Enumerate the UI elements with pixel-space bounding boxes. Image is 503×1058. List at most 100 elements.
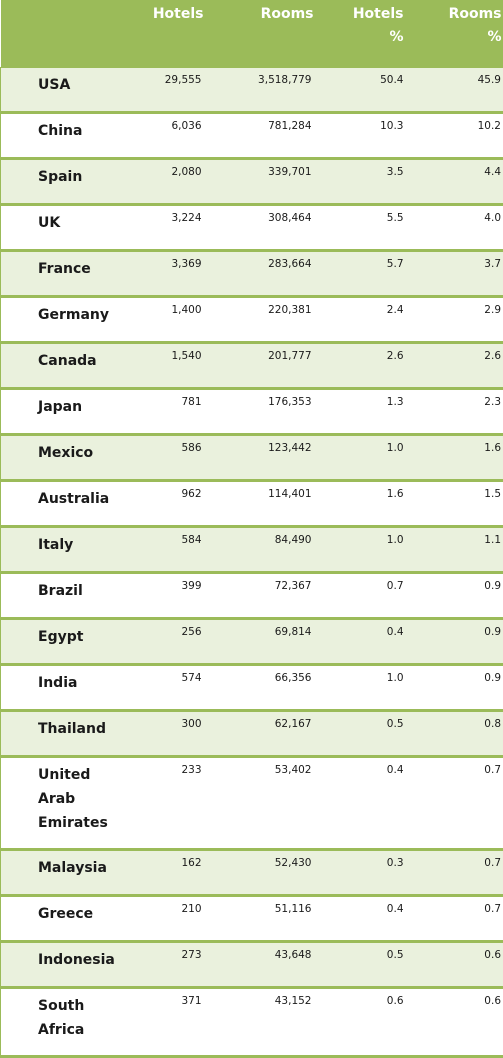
header-hotels: Hotels <box>111 0 206 68</box>
country-cell: USA <box>1 68 111 113</box>
header-hotels-pct: Hotels% <box>316 0 406 68</box>
rooms-cell: 52,430 <box>206 850 316 896</box>
header-hotels-pct-line2: % <box>389 29 403 45</box>
rooms-cell: 123,442 <box>206 435 316 481</box>
rooms-pct-cell: 1.5 <box>406 481 503 527</box>
header-country <box>1 0 111 68</box>
hotels-pct-cell: 0.4 <box>316 619 406 665</box>
hotels-cell: 29,555 <box>111 68 206 113</box>
rooms-cell: 84,490 <box>206 527 316 573</box>
rooms-cell: 176,353 <box>206 389 316 435</box>
rooms-cell: 43,648 <box>206 942 316 988</box>
country-cell: China <box>1 113 111 159</box>
rooms-cell: 3,518,779 <box>206 68 316 113</box>
hotels-pct-cell: 50.4 <box>316 68 406 113</box>
country-cell: Brazil <box>1 573 111 619</box>
rooms-pct-cell: 0.7 <box>406 757 503 850</box>
rooms-pct-cell: 45.9 <box>406 68 503 113</box>
country-cell: Japan <box>1 389 111 435</box>
hotels-pct-cell: 1.6 <box>316 481 406 527</box>
hotels-pct-cell: 0.5 <box>316 711 406 757</box>
rooms-pct-cell: 3.7 <box>406 251 503 297</box>
rooms-pct-cell: 0.8 <box>406 711 503 757</box>
rooms-pct-cell: 4.0 <box>406 205 503 251</box>
rooms-pct-cell: 1.1 <box>406 527 503 573</box>
country-cell: Spain <box>1 159 111 205</box>
hotels-cell: 962 <box>111 481 206 527</box>
rooms-cell: 220,381 <box>206 297 316 343</box>
rooms-pct-cell: 0.7 <box>406 850 503 896</box>
rooms-pct-cell: 0.6 <box>406 988 503 1057</box>
rooms-cell: 339,701 <box>206 159 316 205</box>
country-cell: UK <box>1 205 111 251</box>
rooms-cell: 308,464 <box>206 205 316 251</box>
hotels-cell: 210 <box>111 896 206 942</box>
hotels-pct-cell: 5.7 <box>316 251 406 297</box>
hotels-pct-cell: 10.3 <box>316 113 406 159</box>
rooms-cell: 43,152 <box>206 988 316 1057</box>
hotels-cell: 162 <box>111 850 206 896</box>
country-cell: Mexico <box>1 435 111 481</box>
rooms-cell: 114,401 <box>206 481 316 527</box>
rooms-pct-cell: 4.4 <box>406 159 503 205</box>
hotels-cell: 3,224 <box>111 205 206 251</box>
hotels-pct-cell: 2.4 <box>316 297 406 343</box>
country-cell: Egypt <box>1 619 111 665</box>
rooms-cell: 51,116 <box>206 896 316 942</box>
rooms-pct-cell: 0.6 <box>406 942 503 988</box>
header-rooms-pct-line1: Rooms <box>449 6 502 22</box>
hotels-pct-cell: 5.5 <box>316 205 406 251</box>
hotels-cell: 233 <box>111 757 206 850</box>
rooms-pct-cell: 2.9 <box>406 297 503 343</box>
rooms-cell: 781,284 <box>206 113 316 159</box>
rooms-pct-cell: 0.9 <box>406 573 503 619</box>
rooms-pct-cell: 2.3 <box>406 389 503 435</box>
rooms-pct-cell: 1.6 <box>406 435 503 481</box>
hotels-pct-cell: 1.0 <box>316 527 406 573</box>
hotels-cell: 399 <box>111 573 206 619</box>
hotels-pct-cell: 1.0 <box>316 665 406 711</box>
hotels-cell: 3,369 <box>111 251 206 297</box>
country-cell: Italy <box>1 527 111 573</box>
rooms-pct-cell: 0.9 <box>406 665 503 711</box>
country-cell: Germany <box>1 297 111 343</box>
header-rooms-pct: Rooms% <box>406 0 503 68</box>
hotels-pct-cell: 0.4 <box>316 896 406 942</box>
country-cell: Malaysia <box>1 850 111 896</box>
hotels-pct-cell: 1.0 <box>316 435 406 481</box>
country-cell: India <box>1 665 111 711</box>
hotels-pct-cell: 0.4 <box>316 757 406 850</box>
rooms-cell: 69,814 <box>206 619 316 665</box>
hotels-cell: 574 <box>111 665 206 711</box>
header-row: Hotels Rooms Hotels% Rooms% <box>1 0 503 68</box>
hotels-cell: 584 <box>111 527 206 573</box>
hotels-cell: 1,540 <box>111 343 206 389</box>
hotels-pct-cell: 3.5 <box>316 159 406 205</box>
hotels-cell: 371 <box>111 988 206 1057</box>
hotels-cell: 256 <box>111 619 206 665</box>
rooms-pct-cell: 2.6 <box>406 343 503 389</box>
hotels-pct-cell: 0.6 <box>316 988 406 1057</box>
header-rooms-pct-line2: % <box>487 29 501 45</box>
hotels-pct-cell: 1.3 <box>316 389 406 435</box>
hotels-cell: 781 <box>111 389 206 435</box>
